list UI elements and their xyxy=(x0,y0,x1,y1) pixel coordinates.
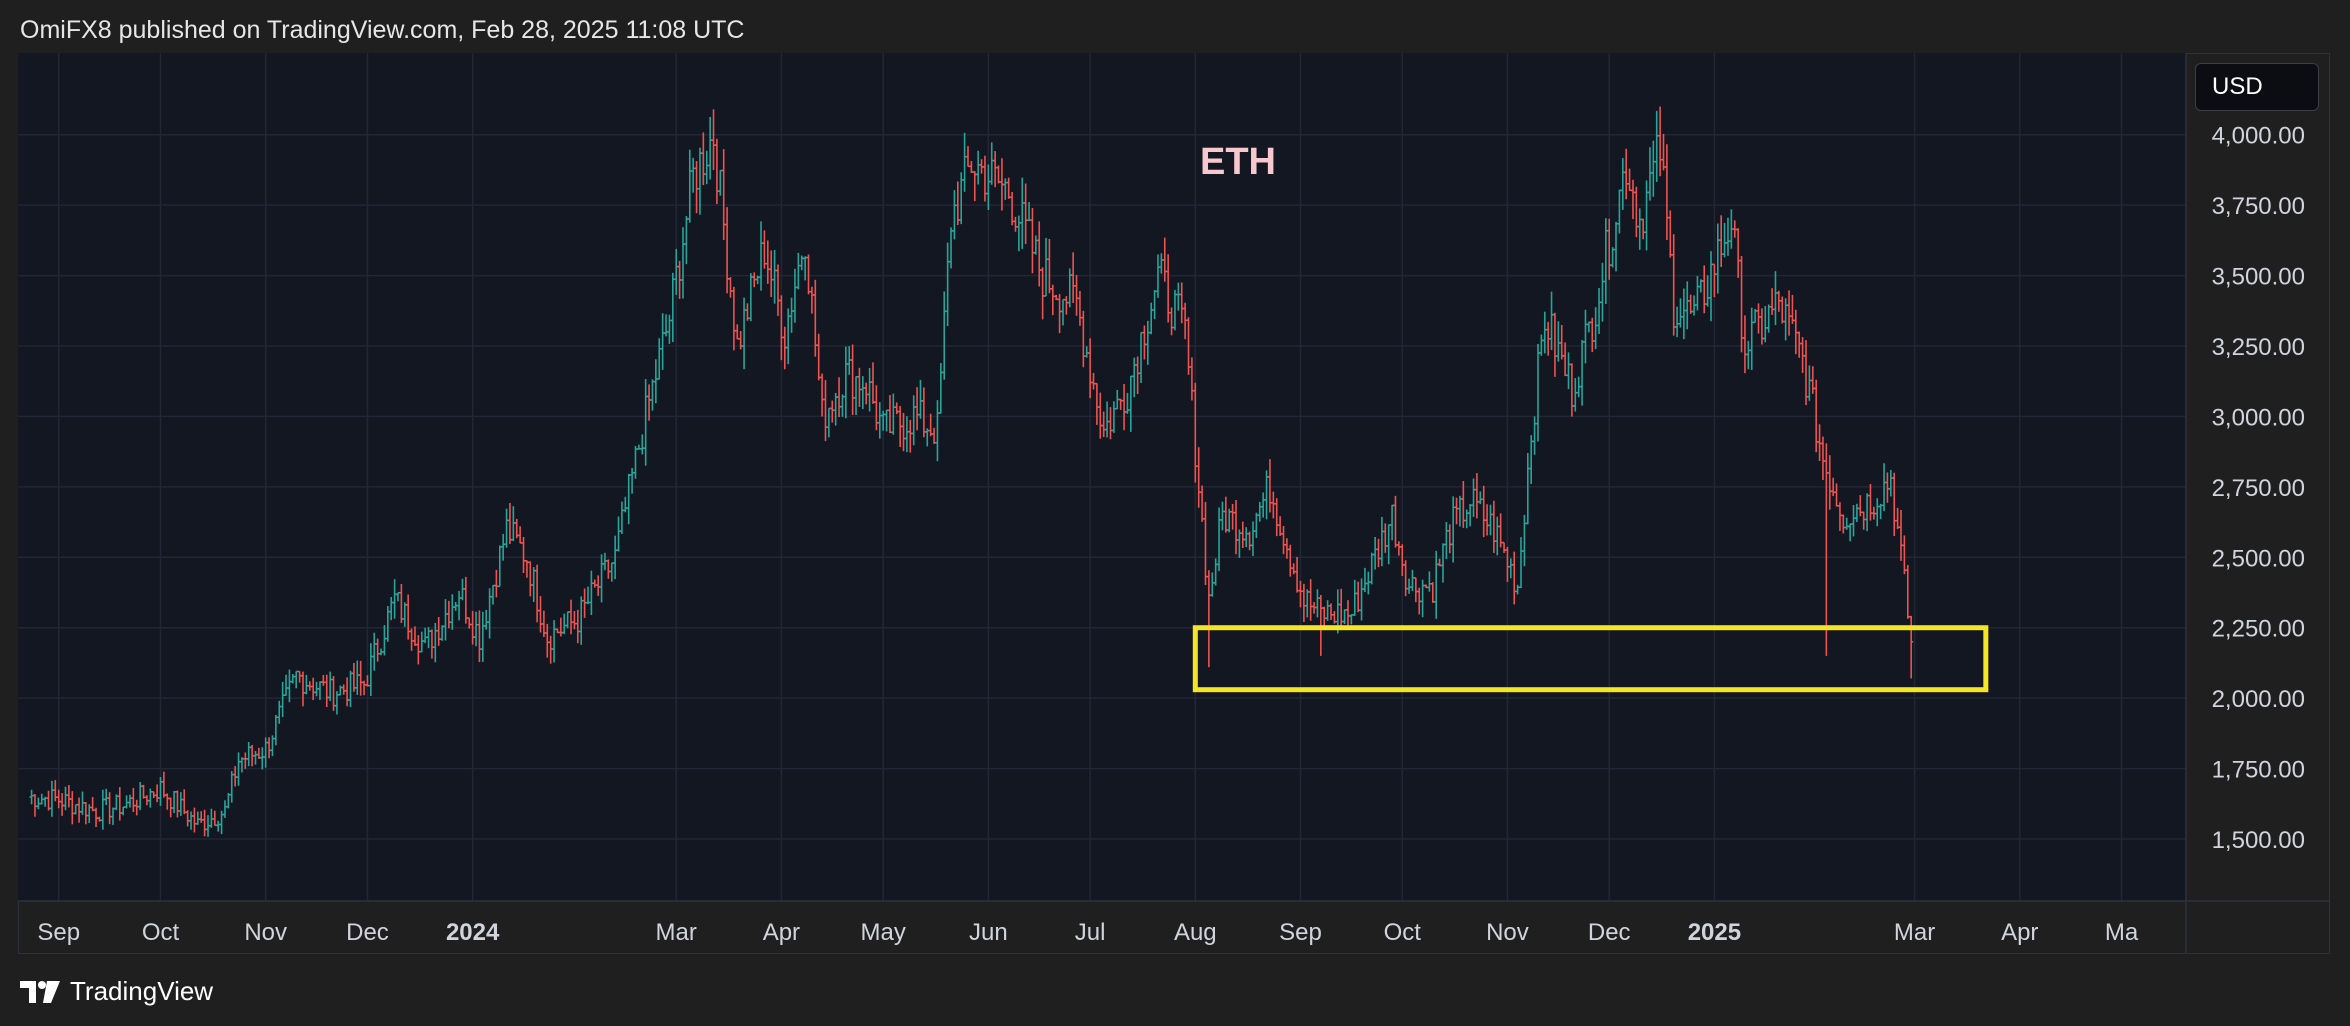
x-tick-label: Sep xyxy=(1279,919,1322,946)
x-tick-label: Nov xyxy=(1486,919,1529,946)
x-tick-label: Dec xyxy=(1588,919,1631,946)
brand-name: TradingView xyxy=(70,976,214,1006)
y-tick-label: 3,250.00 xyxy=(2212,334,2305,361)
x-tick-label: Mar xyxy=(656,919,697,946)
y-tick-label: 3,000.00 xyxy=(2212,404,2305,431)
y-tick-label: 2,750.00 xyxy=(2212,475,2305,502)
x-tick-label: 2025 xyxy=(1688,919,1741,946)
x-tick-label: 2024 xyxy=(446,919,500,946)
y-tick-label: 4,000.00 xyxy=(2212,123,2305,150)
x-tick-label: Sep xyxy=(37,919,80,946)
price-chart[interactable]: ETH 4,000.00 3,750.00 3,500.00 3,250.00 3,00… xyxy=(18,53,2330,954)
y-tick-label: 2,000.00 xyxy=(2212,686,2305,713)
x-tick-label: Nov xyxy=(244,919,287,946)
x-tick-label: Mar xyxy=(1894,919,1935,946)
ohlc-bars xyxy=(29,106,1914,837)
support-zone-rectangle[interactable] xyxy=(1192,625,1989,693)
time-axis[interactable]: Sep Oct Nov Dec 2024 Mar Apr May Jun Jul Aug Sep Oct… xyxy=(37,919,2138,946)
chart-plot-background xyxy=(18,53,2186,901)
x-tick-label: Oct xyxy=(1384,919,1422,946)
published-info: OmiFX8 published on TradingView.com, Feb… xyxy=(20,16,745,44)
chart-annotations xyxy=(1192,625,1989,693)
horizontal-grid xyxy=(18,133,2186,840)
price-axis[interactable]: 4,000.00 3,750.00 3,500.00 3,250.00 3,000.00… xyxy=(2212,123,2305,854)
y-tick-label: 1,750.00 xyxy=(2212,757,2305,784)
y-tick-label: 3,500.00 xyxy=(2212,264,2305,291)
x-tick-label: Apr xyxy=(2001,919,2038,946)
vertical-grid xyxy=(57,53,2123,901)
y-tick-label: 1,500.00 xyxy=(2212,827,2305,854)
x-tick-label: Oct xyxy=(142,919,180,946)
x-tick-label: Ma xyxy=(2105,919,2139,946)
chart-title: ETH xyxy=(1200,141,1276,183)
tradingview-logo-icon xyxy=(20,980,60,1003)
x-tick-label: May xyxy=(860,919,905,946)
y-tick-label: 2,250.00 xyxy=(2212,616,2305,643)
y-tick-label: 3,750.00 xyxy=(2212,193,2305,220)
x-tick-label: Jul xyxy=(1075,919,1106,946)
x-tick-label: Aug xyxy=(1174,919,1217,946)
footer-brand[interactable]: TradingView xyxy=(20,976,213,1007)
x-tick-label: Jun xyxy=(969,919,1008,946)
x-tick-label: Apr xyxy=(763,919,800,946)
x-tick-label: Dec xyxy=(346,919,389,946)
y-tick-label: 2,500.00 xyxy=(2212,545,2305,572)
currency-selector[interactable]: USD xyxy=(2195,63,2319,111)
